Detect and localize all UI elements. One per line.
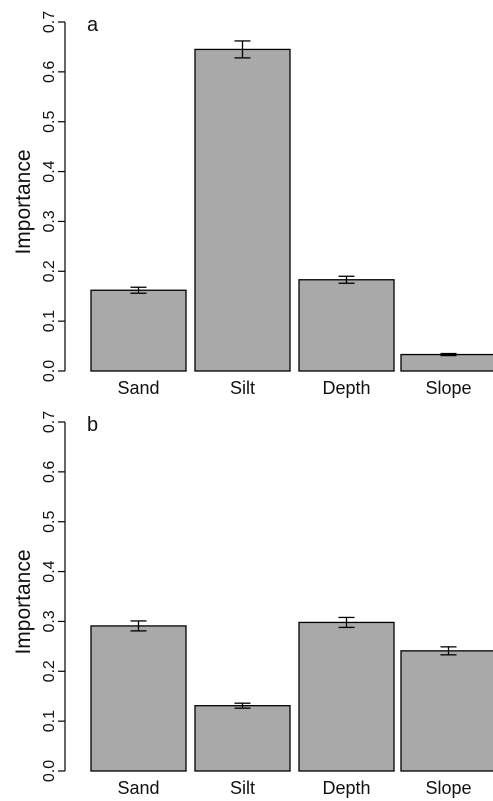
y-axis-title: Importance — [12, 149, 35, 254]
bar — [90, 625, 187, 772]
y-axis: 0.0 0.1 0.2 0.3 0.4 0.5 0.6 0.7 — [41, 411, 66, 782]
x-category-label: Silt — [230, 378, 255, 398]
y-tick-label: 0.1 — [41, 710, 58, 732]
x-axis-labels: Sand Silt Depth Slope — [117, 778, 471, 798]
y-axis: 0.0 0.1 0.2 0.3 0.4 0.5 0.6 0.7 — [41, 11, 66, 382]
x-category-label: Sand — [117, 378, 159, 398]
y-tick-label: 0.6 — [41, 461, 58, 483]
bar — [298, 621, 395, 772]
x-category-label: Silt — [230, 778, 255, 798]
x-category-label: Depth — [322, 778, 370, 798]
y-tick-label: 0.4 — [41, 160, 58, 182]
y-axis-title: Importance — [12, 549, 35, 654]
x-axis-labels: Sand Silt Depth Slope — [117, 378, 471, 398]
bars — [90, 48, 493, 372]
y-tick-label: 0.3 — [41, 610, 58, 632]
error-bars — [130, 40, 457, 357]
y-tick-label: 0.4 — [41, 560, 58, 582]
y-tick-label: 0.2 — [41, 660, 58, 682]
bar — [400, 650, 493, 772]
y-tick-label: 0.7 — [41, 11, 58, 33]
bar — [298, 279, 395, 372]
y-tick-label: 0.6 — [41, 61, 58, 83]
panel-letter: b — [87, 414, 98, 436]
y-tick-label: 0.3 — [41, 210, 58, 232]
x-category-label: Slope — [425, 378, 471, 398]
y-tick-label: 0.1 — [41, 310, 58, 332]
bar — [400, 353, 493, 372]
bar — [90, 289, 187, 372]
error-bars — [130, 616, 457, 709]
bars — [90, 621, 493, 772]
x-category-label: Slope — [425, 778, 471, 798]
y-tick-label: 0.2 — [41, 260, 58, 282]
y-tick-label: 0.0 — [41, 760, 58, 782]
bar — [194, 705, 291, 772]
panel-b: b Importance 0.0 0.1 0.2 0.3 0.4 0.5 0.6 0.7 Sa… — [12, 411, 493, 798]
x-category-label: Depth — [322, 378, 370, 398]
y-tick-label: 0.5 — [41, 510, 58, 532]
bar — [194, 48, 291, 372]
y-tick-label: 0.0 — [41, 360, 58, 382]
panel-letter: a — [87, 14, 99, 36]
y-tick-label: 0.7 — [41, 411, 58, 433]
x-category-label: Sand — [117, 778, 159, 798]
y-tick-label: 0.5 — [41, 110, 58, 132]
panel-a: a Importance 0.0 0.1 0.2 0.3 0.4 0.5 0.6 0.7 Sa… — [12, 11, 493, 398]
